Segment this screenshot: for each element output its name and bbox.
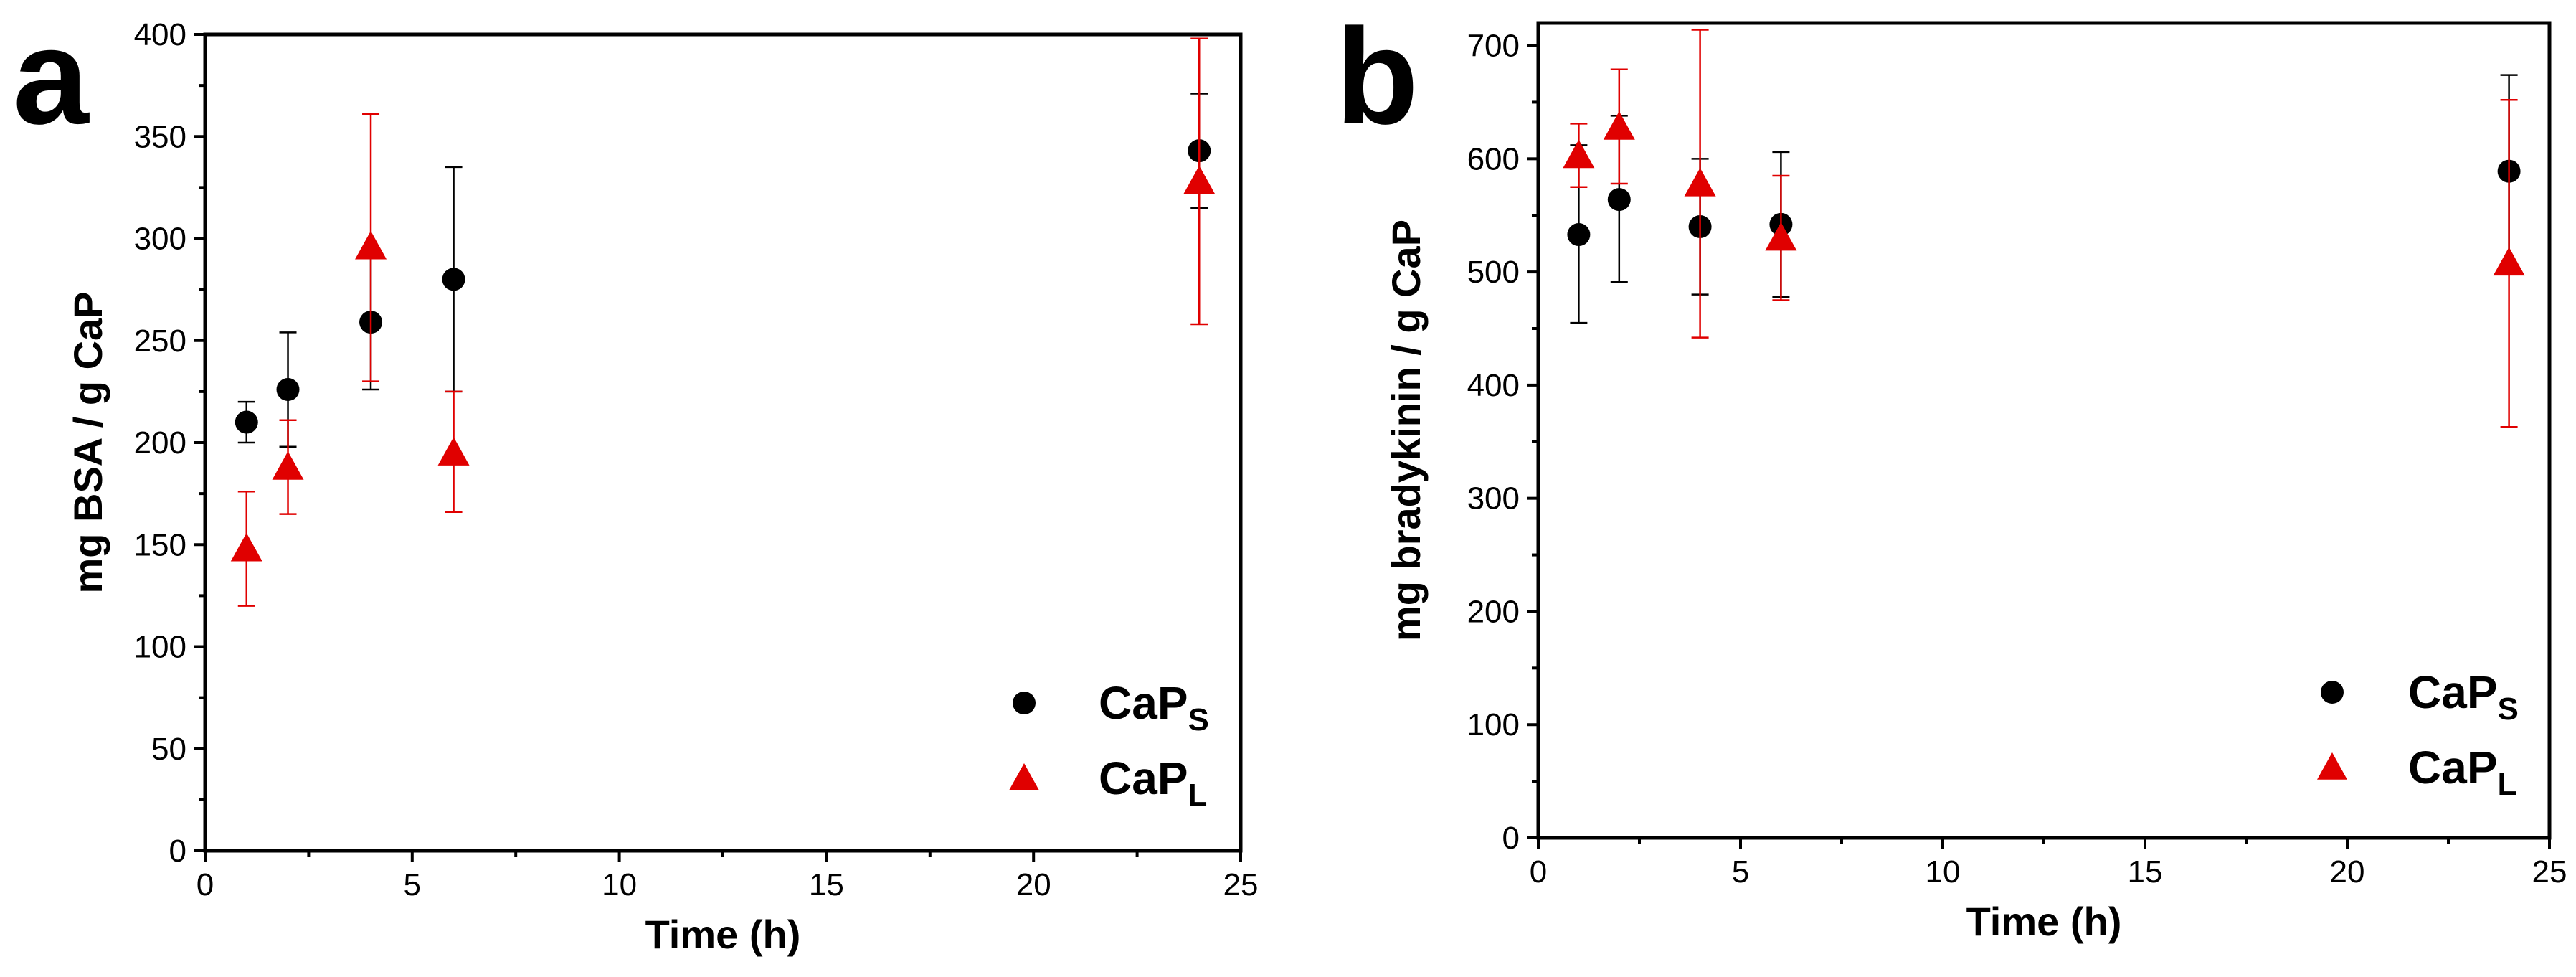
x-tick-label: 20: [1016, 867, 1051, 902]
data-point-triangle: [355, 230, 387, 260]
y-tick-label: 300: [1467, 481, 1520, 516]
y-tick-label: 600: [1467, 141, 1520, 176]
data-point-triangle: [1563, 139, 1595, 169]
x-tick-label: 25: [1223, 867, 1259, 902]
data-point-triangle: [230, 532, 262, 562]
data-point-circle: [1607, 188, 1631, 212]
data-point-triangle: [1684, 168, 1716, 197]
y-tick-label: 200: [134, 425, 186, 461]
x-tick-label: 0: [1530, 854, 1547, 889]
data-point-triangle: [1603, 111, 1635, 140]
x-tick-label: 5: [1732, 854, 1749, 889]
y-tick-label: 100: [1467, 707, 1520, 742]
data-point-triangle: [1765, 222, 1797, 251]
plot-frame: [1536, 21, 2552, 840]
x-tick-label: 15: [809, 867, 844, 902]
data-point-circle: [442, 268, 465, 291]
y-tick-label: 50: [151, 732, 186, 767]
y-tick-label: 0: [1502, 821, 1520, 856]
x-axis-label: Time (h): [645, 912, 801, 957]
chart-panel-b: b 0 5 10 15 20 25 0 100 200 300 400 500 600 700 Time (h…: [1335, 1, 2567, 944]
x-tick-label: 25: [2532, 854, 2567, 889]
y-tick-label: 0: [169, 834, 186, 869]
legend-entry: CaPS: [2408, 666, 2519, 727]
y-tick-label: 150: [134, 527, 186, 562]
legend-entry: CaPL: [1099, 752, 1207, 813]
x-tick-label: 15: [2128, 854, 2163, 889]
panel-label: a: [13, 1, 90, 153]
legend-marker-circle: [2321, 681, 2344, 704]
legend-entry: CaPS: [1099, 677, 1209, 737]
data-point-circle: [276, 378, 300, 402]
data-point-triangle: [272, 451, 304, 480]
data-point-circle: [1567, 223, 1591, 247]
x-tick-label: 5: [404, 867, 421, 902]
plot-frame: [203, 32, 1243, 853]
legend: CaPS CaPL: [2317, 666, 2519, 802]
legend-marker-circle: [1013, 692, 1036, 714]
data-point-triangle: [2493, 247, 2525, 276]
y-tick-label: 700: [1467, 29, 1520, 64]
data-point-triangle: [1183, 165, 1216, 194]
y-tick-label: 400: [134, 17, 186, 52]
y-tick-label: 250: [134, 324, 186, 359]
legend-marker-triangle: [2317, 752, 2347, 780]
legend-marker-triangle: [1009, 763, 1039, 790]
legend: CaPS CaPL: [1009, 677, 1209, 813]
x-tick-label: 0: [196, 867, 214, 902]
y-tick-label: 400: [1467, 368, 1520, 403]
y-axis-label: mg bradykinin / g CaP: [1383, 220, 1429, 641]
data-point-circle: [235, 410, 258, 434]
data-point-triangle: [437, 437, 470, 466]
x-tick-label: 10: [1926, 854, 1961, 889]
x-axis-label: Time (h): [1966, 899, 2122, 944]
y-tick-label: 500: [1467, 255, 1520, 290]
y-axis-label: mg BSA / g CaP: [65, 291, 110, 593]
x-tick-label: 10: [602, 867, 637, 902]
y-tick-label: 350: [134, 119, 186, 154]
legend-entry: CaPL: [2408, 742, 2516, 802]
panel-label: b: [1335, 1, 1419, 153]
y-tick-label: 100: [134, 630, 186, 665]
chart-panel-a: a0 5 10 15 20 25050100150200250300350400Time …: [13, 1, 1258, 957]
x-tick-label: 20: [2330, 854, 2365, 889]
y-tick-label: 300: [134, 222, 186, 257]
y-tick-label: 200: [1467, 594, 1520, 629]
